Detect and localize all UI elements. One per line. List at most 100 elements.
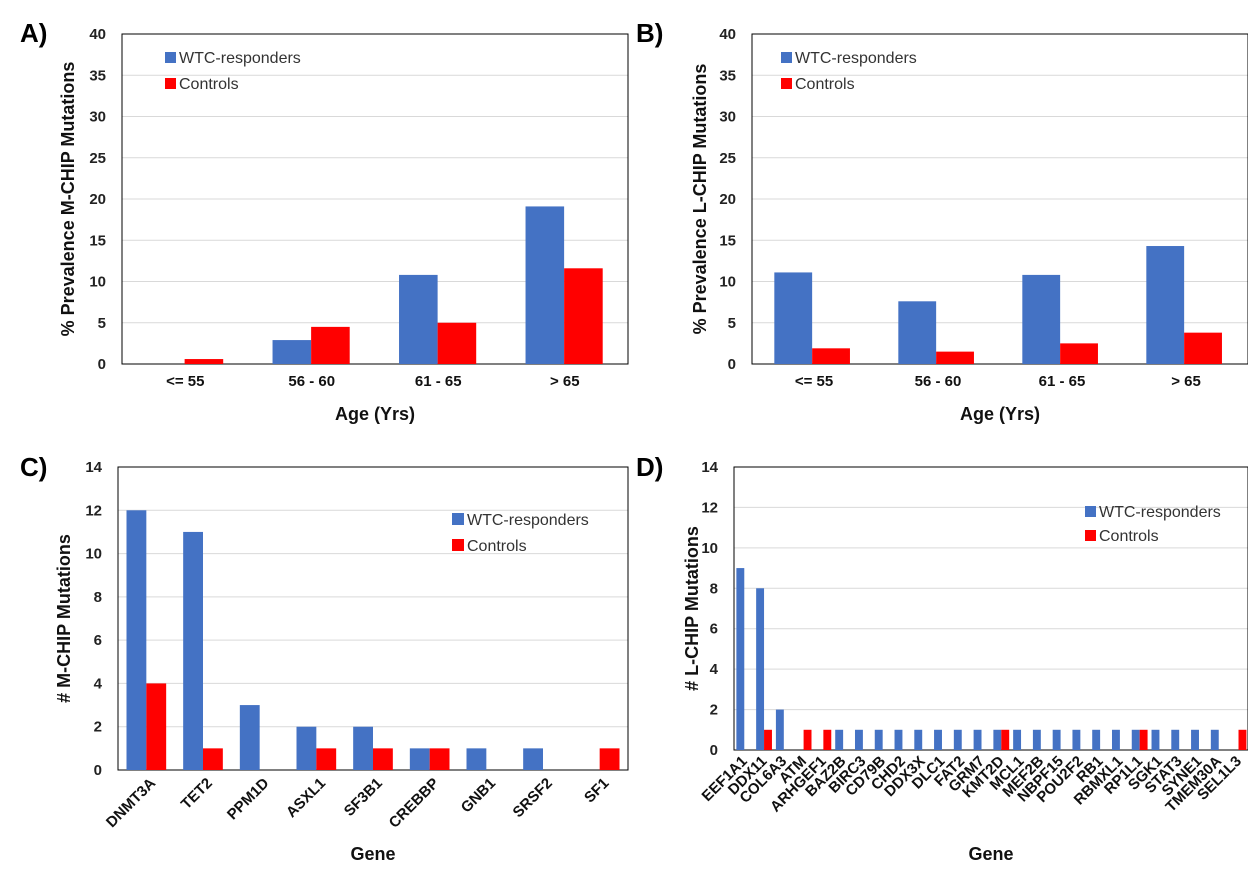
- legend-swatch: [781, 52, 792, 63]
- bar-wtc-responders: [1022, 274, 1061, 364]
- legend-label: WTC-responders: [179, 50, 301, 67]
- bar-wtc-responders: [1052, 729, 1061, 750]
- y-tick-label: 2: [94, 719, 102, 736]
- legend-swatch: [452, 513, 464, 525]
- bar-controls: [764, 729, 772, 750]
- x-category-label: 61 - 65: [415, 373, 462, 390]
- bar-controls: [823, 729, 832, 750]
- bar-controls: [437, 322, 477, 364]
- x-category-label: > 65: [550, 373, 580, 390]
- bar-controls: [316, 748, 337, 770]
- x-axis-title: Gene: [968, 844, 1013, 864]
- bar-wtc-responders: [353, 726, 373, 770]
- plot-frame: [121, 33, 629, 365]
- y-tick-label: 30: [89, 109, 106, 126]
- bar-wtc-responders: [934, 729, 942, 750]
- bar-wtc-responders: [835, 729, 844, 750]
- chart-panel: D)02468101214EEF1A1DDX11COL6A3ATMARHGEF1…: [636, 452, 1248, 864]
- x-category-label: 56 - 60: [288, 373, 335, 390]
- bar-wtc-responders: [914, 729, 923, 750]
- y-tick-label: 12: [85, 502, 102, 519]
- bar-wtc-responders: [973, 729, 982, 750]
- y-tick-label: 4: [94, 675, 103, 692]
- y-tick-label: 12: [701, 499, 718, 516]
- bar-wtc-responders: [399, 274, 438, 364]
- legend-label: Controls: [1099, 528, 1159, 545]
- bar-wtc-responders: [756, 588, 765, 750]
- bar-wtc-responders: [774, 272, 813, 364]
- bar-wtc-responders: [993, 729, 1002, 750]
- bar-controls: [429, 748, 450, 770]
- bar-wtc-responders: [296, 726, 317, 770]
- legend-label: WTC-responders: [467, 512, 589, 529]
- x-category-label: TET2: [178, 775, 216, 813]
- x-axis-title: Age (Yrs): [335, 404, 415, 424]
- x-category-label: <= 55: [795, 373, 833, 390]
- chart-panel: A) 0 5 10 15 20 25 30 35 40 <= 55 56 - 60 61 - 65 > 6…: [20, 18, 629, 424]
- bar-wtc-responders: [1111, 729, 1120, 750]
- bar-wtc-responders: [1171, 729, 1180, 750]
- bar-wtc-responders: [775, 709, 784, 750]
- y-tick-label: 35: [89, 67, 106, 84]
- bar-controls: [203, 748, 223, 770]
- legend-label: Controls: [795, 76, 855, 93]
- y-tick-label: 4: [710, 661, 719, 678]
- panel-label: D): [636, 452, 663, 482]
- y-tick-label: 15: [719, 232, 736, 249]
- x-category-label: ASXL1: [283, 775, 329, 821]
- y-tick-label: 40: [719, 26, 736, 43]
- y-axis-title: # M-CHIP Mutations: [54, 534, 74, 703]
- x-category-label: > 65: [1171, 373, 1201, 390]
- y-tick-label: 0: [728, 356, 736, 373]
- legend-label: WTC-responders: [795, 50, 917, 67]
- y-tick-label: 40: [89, 26, 106, 43]
- bar-wtc-responders: [898, 301, 937, 364]
- bar-controls: [311, 326, 350, 364]
- y-tick-label: 20: [719, 191, 736, 208]
- y-tick-label: 10: [85, 546, 102, 563]
- y-tick-label: 0: [710, 742, 718, 759]
- x-category-label: DNMT3A: [103, 775, 159, 831]
- legend-swatch: [165, 78, 176, 89]
- legend-label: WTC-responders: [1099, 504, 1221, 521]
- x-category-label: SF1: [581, 775, 612, 806]
- bar-wtc-responders: [1131, 729, 1140, 750]
- y-tick-label: 6: [710, 621, 718, 638]
- bar-controls: [1060, 343, 1098, 364]
- legend-swatch: [781, 78, 792, 89]
- bar-controls: [373, 748, 393, 770]
- x-category-label: PPM1D: [224, 775, 273, 824]
- chart-panel: B) 0 5 10 15 20 25 30 35 40 <= 55 56 - 60 61 - 65 > 6…: [636, 18, 1248, 424]
- x-category-label: 56 - 60: [915, 373, 962, 390]
- y-tick-label: 8: [710, 580, 718, 597]
- bar-wtc-responders: [953, 729, 962, 750]
- bar-controls: [803, 729, 812, 750]
- legend-swatch: [165, 52, 176, 63]
- bar-wtc-responders: [1092, 729, 1101, 750]
- y-tick-label: 10: [89, 274, 106, 291]
- bar-controls: [184, 359, 224, 364]
- bar-wtc-responders: [874, 729, 883, 750]
- bar-controls: [599, 748, 620, 770]
- plot-frame: [751, 33, 1248, 365]
- legend-label: Controls: [179, 76, 239, 93]
- bar-controls: [564, 268, 603, 364]
- bar-wtc-responders: [409, 748, 430, 770]
- y-tick-label: 35: [719, 67, 736, 84]
- legend-swatch: [452, 539, 464, 551]
- bar-controls: [1001, 729, 1010, 750]
- bar-controls: [146, 683, 167, 770]
- bar-wtc-responders: [1013, 729, 1022, 750]
- bar-wtc-responders: [523, 748, 543, 770]
- y-tick-label: 15: [89, 232, 106, 249]
- y-tick-label: 0: [94, 762, 102, 779]
- panel-label: A): [20, 18, 47, 48]
- y-tick-label: 0: [98, 356, 106, 373]
- bar-wtc-responders: [1151, 729, 1160, 750]
- bar-wtc-responders: [272, 340, 312, 364]
- y-axis-title: % Prevalence M-CHIP Mutations: [58, 62, 78, 337]
- x-axis-title: Gene: [350, 844, 395, 864]
- bar-wtc-responders: [183, 531, 203, 770]
- y-tick-label: 10: [719, 274, 736, 291]
